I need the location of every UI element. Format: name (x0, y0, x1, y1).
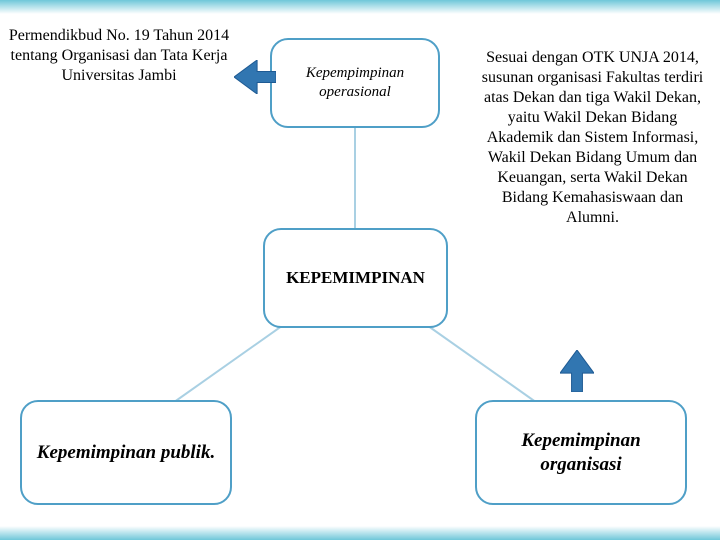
node-organisasi-label: Kepemimpinan organisasi (487, 429, 675, 477)
node-organisasi: Kepemimpinan organisasi (475, 400, 687, 505)
side-text-right: Sesuai dengan OTK UNJA 2014, susunan org… (480, 48, 705, 228)
node-kepemimpinan-label: KEPEMIMPINAN (286, 267, 425, 288)
arrow-left-icon (234, 60, 276, 94)
bg-top-gradient (0, 0, 720, 14)
node-operasional: Kepempimpinan operasional (270, 38, 440, 128)
arrow-up-icon (560, 350, 594, 392)
node-publik-label: Kepemimpinan publik. (37, 441, 215, 465)
node-kepemimpinan: KEPEMIMPINAN (263, 228, 448, 328)
bg-bottom-gradient (0, 526, 720, 540)
side-text-left: Permendikbud No. 19 Tahun 2014 tentang O… (8, 26, 230, 86)
node-publik: Kepemimpinan publik. (20, 400, 232, 505)
node-operasional-label: Kepempimpinan operasional (282, 64, 428, 102)
